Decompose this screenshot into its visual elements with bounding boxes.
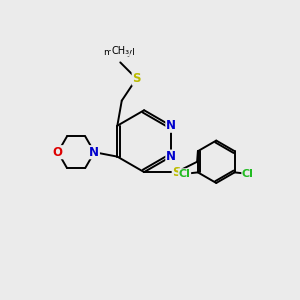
Text: S: S [132, 72, 141, 85]
Text: N: N [166, 119, 176, 132]
Text: N: N [89, 146, 99, 159]
Text: O: O [53, 146, 63, 159]
Text: Cl: Cl [179, 169, 190, 179]
Text: Cl: Cl [242, 169, 254, 179]
Text: CH₃: CH₃ [111, 46, 129, 56]
Text: N: N [166, 150, 176, 163]
Text: methyl: methyl [103, 48, 135, 57]
Text: S: S [172, 166, 181, 178]
